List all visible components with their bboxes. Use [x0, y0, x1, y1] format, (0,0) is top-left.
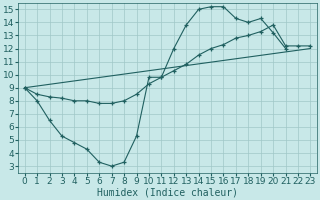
X-axis label: Humidex (Indice chaleur): Humidex (Indice chaleur)	[97, 187, 238, 197]
